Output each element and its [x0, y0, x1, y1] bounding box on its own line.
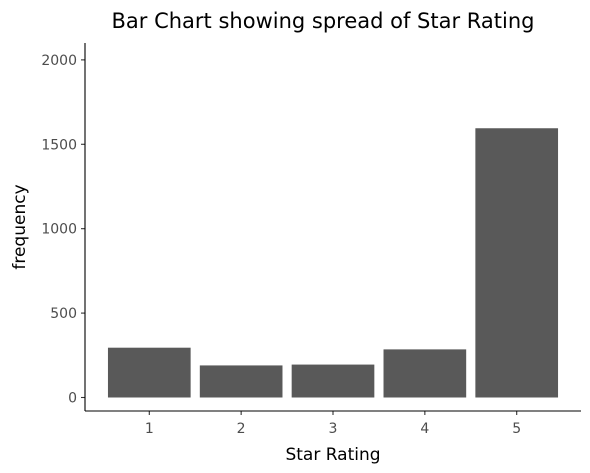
x-tick-label: 2	[237, 421, 246, 437]
x-tick-label: 1	[145, 421, 154, 437]
y-tick-label: 0	[68, 390, 77, 406]
y-axis-title: frequency	[10, 184, 30, 269]
x-axis-title: Star Rating	[285, 445, 380, 465]
x-tick-label: 3	[329, 421, 338, 437]
x-tick-label: 4	[420, 421, 429, 437]
y-tick-label: 500	[50, 306, 77, 322]
bar-rating-2	[199, 365, 283, 398]
bars-group	[107, 128, 559, 398]
y-tick-label: 2000	[41, 53, 77, 69]
y-tick-label: 1000	[41, 222, 77, 238]
x-axis-ticks: 1 2 3 4 5	[145, 411, 521, 437]
bar-rating-3	[291, 364, 375, 398]
x-tick-label: 5	[512, 421, 521, 437]
y-axis-ticks: 0 500 1000 1500 2000	[41, 53, 85, 406]
bar-rating-4	[383, 349, 467, 398]
y-tick-label: 1500	[41, 137, 77, 153]
bar-rating-5	[475, 128, 559, 398]
chart-title: Bar Chart showing spread of Star Rating	[112, 9, 535, 33]
bar-rating-1	[107, 347, 191, 398]
